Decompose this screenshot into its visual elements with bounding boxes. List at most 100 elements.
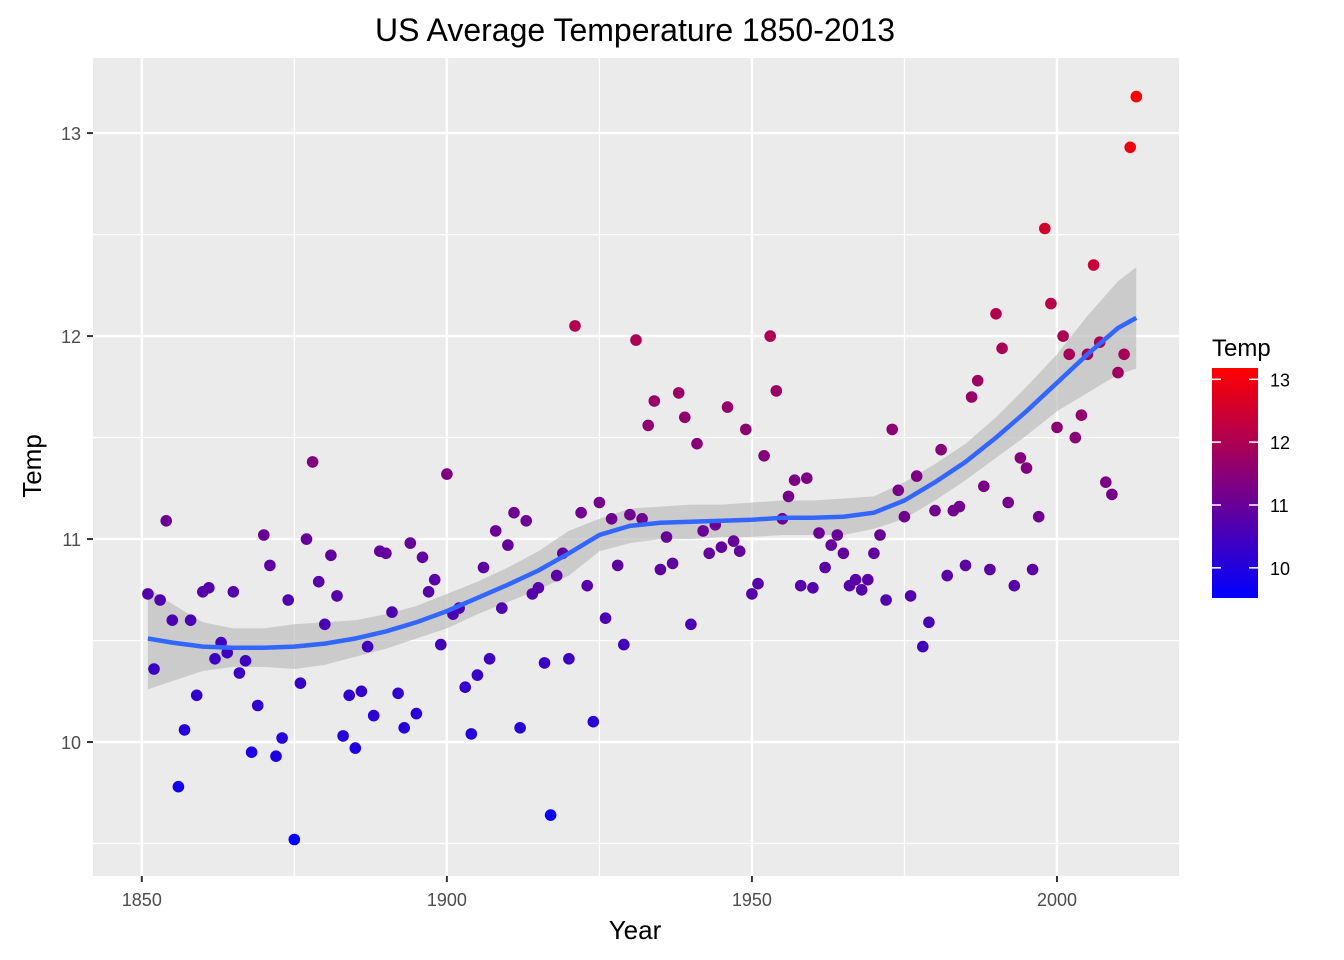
data-point <box>1051 421 1063 434</box>
data-point <box>465 728 478 740</box>
data-point <box>624 508 636 521</box>
legend-tick-label: 12 <box>1270 433 1290 453</box>
data-point <box>532 582 545 594</box>
data-point <box>398 722 411 734</box>
data-point <box>569 320 581 332</box>
data-point <box>258 529 270 541</box>
data-point <box>166 614 179 626</box>
data-point <box>825 539 837 551</box>
data-point <box>794 579 807 592</box>
data-point <box>941 569 953 582</box>
data-point <box>575 506 587 519</box>
data-point <box>849 573 862 586</box>
data-point <box>325 549 337 562</box>
data-point <box>142 588 154 600</box>
data-point <box>679 411 691 424</box>
data-point <box>1106 488 1118 501</box>
x-tick-label: 2000 <box>1037 890 1077 910</box>
y-tick-label: 11 <box>62 530 81 550</box>
data-point <box>422 586 435 598</box>
data-point <box>1014 452 1027 464</box>
data-point <box>300 533 313 545</box>
data-point <box>971 374 984 387</box>
data-point <box>184 614 197 626</box>
data-point <box>770 385 783 397</box>
data-point <box>984 563 996 576</box>
data-point <box>190 689 203 702</box>
data-point <box>727 535 740 547</box>
x-tick-label: 1900 <box>427 890 467 910</box>
data-point <box>349 742 362 754</box>
data-point <box>923 616 935 629</box>
data-point <box>746 588 758 600</box>
data-point <box>819 561 831 574</box>
data-point <box>831 529 844 541</box>
legend-title: Temp <box>1212 335 1271 362</box>
data-point <box>1075 409 1088 422</box>
data-point <box>459 681 472 693</box>
data-point <box>630 334 642 346</box>
data-point <box>1008 579 1021 592</box>
data-point <box>758 450 770 462</box>
data-point <box>1063 348 1075 361</box>
data-point <box>294 677 307 689</box>
data-point <box>1057 330 1069 342</box>
data-point <box>917 640 929 653</box>
data-point <box>1087 259 1100 271</box>
y-axis-ticks: 10 11 12 13 <box>61 124 93 753</box>
data-point <box>1026 563 1039 576</box>
data-point <box>428 573 441 586</box>
data-point <box>978 480 990 493</box>
data-point <box>477 561 490 574</box>
data-point <box>251 699 264 712</box>
data-point <box>788 474 801 487</box>
data-point <box>892 484 905 497</box>
data-point <box>996 342 1008 355</box>
legend-tick-label: 10 <box>1270 559 1290 579</box>
data-point <box>508 506 520 519</box>
data-point <box>331 590 343 602</box>
x-tick-label: 1850 <box>122 890 162 910</box>
data-point <box>386 606 398 618</box>
legend-tick-label: 11 <box>1270 496 1289 516</box>
data-point <box>1130 90 1143 103</box>
data-point <box>764 330 776 342</box>
data-point <box>1020 462 1033 474</box>
data-point <box>660 531 673 543</box>
data-point <box>270 750 282 762</box>
data-point <box>312 575 325 588</box>
data-point <box>416 551 429 564</box>
data-point <box>1069 431 1082 444</box>
data-point <box>355 685 368 698</box>
data-point <box>404 537 417 549</box>
data-point <box>953 500 966 513</box>
data-point <box>209 653 221 665</box>
data-point <box>605 513 618 525</box>
data-point <box>550 569 563 582</box>
data-point <box>471 669 484 681</box>
data-point <box>898 510 911 523</box>
data-point <box>514 722 526 734</box>
data-point <box>441 468 453 480</box>
data-point <box>782 490 795 503</box>
data-point <box>611 559 624 572</box>
data-point <box>160 515 172 527</box>
data-point <box>733 545 746 557</box>
data-point <box>178 724 191 736</box>
data-point <box>599 612 612 624</box>
legend-colorbar <box>1212 368 1258 598</box>
data-point <box>581 579 593 592</box>
y-tick-label: 10 <box>61 733 81 753</box>
data-point <box>239 655 252 667</box>
y-tick-label: 12 <box>61 327 81 347</box>
data-point <box>685 618 697 631</box>
data-point <box>618 638 630 651</box>
data-point <box>435 638 447 651</box>
data-point <box>837 547 850 560</box>
color-legend: Temp 10 11 12 13 <box>1212 335 1290 598</box>
data-point <box>276 732 288 744</box>
data-point <box>648 395 661 407</box>
data-point <box>282 594 295 606</box>
data-point <box>752 577 764 590</box>
